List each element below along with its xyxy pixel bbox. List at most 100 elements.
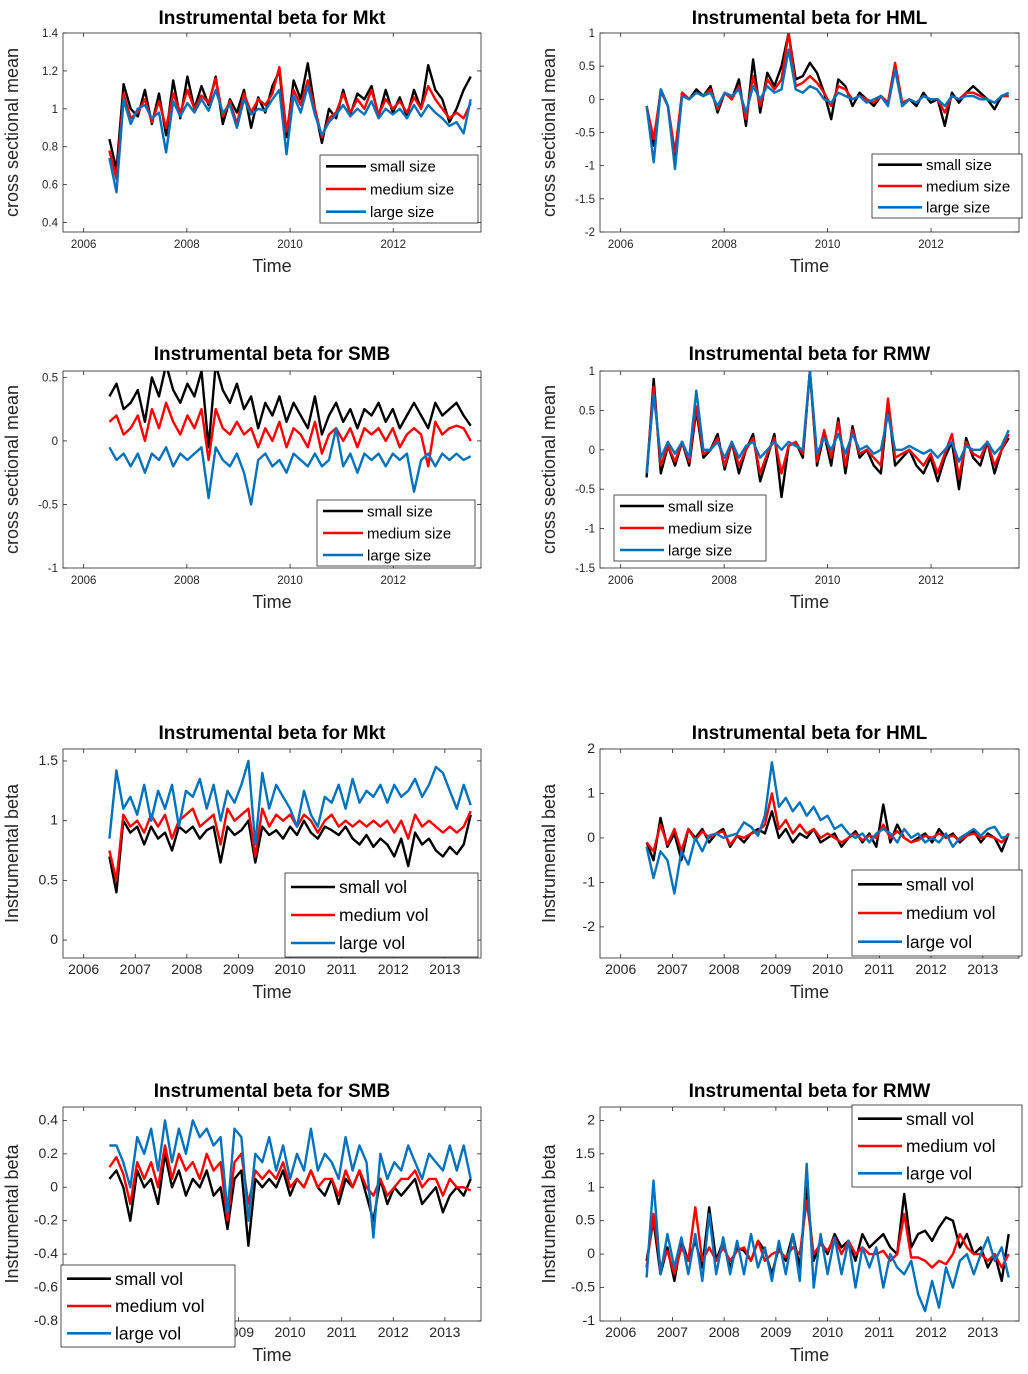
x-tick-label: 2012 [380,239,406,251]
x-tick-label: 2007 [120,961,151,977]
chart-title: Instrumental beta for SMB [154,1081,390,1102]
x-tick-label: 2010 [812,961,843,977]
x-tick-label: 2009 [760,1324,791,1340]
x-axis-label: Time [252,256,291,276]
series-group [645,33,1010,171]
x-tick-label: 2008 [171,961,202,977]
y-axis-label: Instrumental beta [539,1143,559,1283]
x-tick-label: 2008 [709,961,740,977]
x-tick-label: 2012 [378,1324,409,1340]
x-tick-label: 2012 [918,575,944,587]
series-line-large-vol [109,1119,472,1239]
chart-panel-7: -0.8-0.6-0.4-0.200.20.420062007200820092… [2,1081,482,1365]
x-tick-label: 2011 [864,961,894,977]
y-tick-label: 0.6 [42,180,58,192]
y-tick-label: 1.5 [39,752,59,768]
y-tick-label: 0.5 [579,405,595,417]
legend-label: medium vol [906,903,995,923]
chart-panel-6: -2 -1 0 1 2 2006 2007 2008 2009 2010 2011 2012 2013 I… [539,723,1023,1002]
y-tick-label: -1 [583,1312,596,1328]
x-tick-label: 2013 [967,1324,998,1340]
x-tick-label: 2010 [812,1324,843,1340]
chart-panel-8: -1 -0.5 0 0.5 1 1.5 2 2006 2007 2008 2009 2010 2011 2… [539,1081,1023,1365]
legend-label: medium vol [115,1296,204,1316]
y-tick-label: -0.4 [34,1245,58,1261]
series-line-small-size [645,371,1010,499]
y-tick-label: -1 [585,161,595,173]
x-tick-label: 2012 [918,239,944,251]
legend-label: medium size [668,520,752,537]
x-tick-label: 2013 [429,1324,460,1340]
y-tick-label: 0.4 [39,1111,59,1127]
series-line-large-size [108,427,472,506]
y-axis-label: cross sectional mean [2,385,22,554]
y-tick-label: 1.2 [42,66,58,78]
legend-label: small vol [339,877,407,897]
y-tick-label: -0.5 [571,1279,595,1295]
x-tick-label: 2010 [274,961,305,977]
legend-label: small size [367,503,433,520]
legend-label: medium vol [906,1136,995,1156]
x-tick-label: 2009 [223,961,254,977]
x-axis-label: Time [790,256,829,276]
series-line-medium-vol [108,1144,472,1222]
x-axis-label: Time [790,592,829,612]
chart-title: Instrumental beta for HML [692,8,928,29]
x-tick-label: 2007 [657,1324,688,1340]
x-axis-label: Time [252,592,291,612]
x-tick-label: 2010 [815,575,841,587]
y-tick-label: 2 [587,740,595,756]
y-tick-label: 0.4 [42,218,59,230]
chart-title: Instrumental beta for Mkt [159,723,387,744]
series-group [108,759,472,894]
y-tick-label: 1.5 [576,1145,596,1161]
series-line-large-size [645,371,1010,474]
y-tick-label: -2 [585,227,595,239]
chart-title: Instrumental beta for RMW [689,344,931,365]
legend-label: large vol [339,933,405,953]
y-axis-label: cross sectional mean [539,385,559,554]
x-tick-label: 2013 [967,961,998,977]
y-tick-label: -0.6 [34,1279,58,1295]
x-tick-label: 2010 [277,575,303,587]
legend: small size medium size large size [613,494,767,562]
y-tick-label: 0.5 [579,61,595,73]
x-tick-label: 2011 [327,961,357,977]
legend: small size medium size large size [319,154,479,224]
y-tick-label: 0 [50,931,58,947]
y-tick-label: 0 [52,436,58,448]
x-tick-label: 2010 [815,239,841,251]
y-tick-label: -1 [48,563,58,575]
legend: small vol medium vol large vol [851,869,1023,957]
y-tick-label: -1 [583,873,596,889]
series-line-medium-size [108,401,472,468]
chart-title: Instrumental beta for RMW [689,1081,931,1102]
y-tick-label: 0.8 [42,142,58,154]
y-tick-label: 0 [587,1245,595,1261]
chart-panel-5: 0 0.5 1 1.5 2006 2007 2008 2009 2010 2011 2012 2013… [2,723,482,1002]
legend-label: medium size [367,525,451,542]
y-tick-label: 0.5 [39,871,59,887]
x-tick-label: 2011 [327,1324,357,1340]
legend-label: large size [370,204,434,221]
x-tick-label: 2008 [711,239,737,251]
y-axis-label: cross sectional mean [539,48,559,217]
legend-label: large vol [906,932,972,952]
legend-label: large size [926,200,990,217]
series-group [645,1162,1010,1313]
legend-label: large vol [906,1163,972,1183]
x-axis-label: Time [790,1345,829,1365]
x-tick-label: 2012 [915,961,946,977]
y-tick-label: 0.5 [42,372,58,384]
y-tick-label: -0.5 [575,484,595,496]
y-tick-label: -1 [585,524,595,536]
series-group [108,371,472,506]
series-group [645,761,1010,895]
legend-label: small size [668,498,734,515]
x-tick-label: 2011 [864,1324,894,1340]
x-tick-label: 2006 [608,239,634,251]
x-tick-label: 2006 [71,239,97,251]
chart-title: Instrumental beta for HML [692,723,928,744]
y-tick-label: 0 [50,1178,58,1194]
